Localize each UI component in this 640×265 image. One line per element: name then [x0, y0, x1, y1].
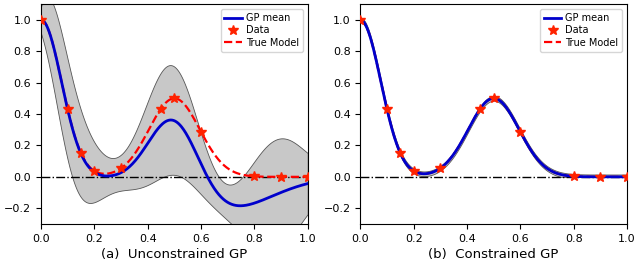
GP mean	[515, 128, 523, 131]
GP mean	[575, 175, 583, 178]
Line: True Model: True Model	[41, 20, 308, 177]
Data	[490, 97, 497, 100]
True Model	[575, 175, 583, 178]
Line: Data: Data	[36, 15, 312, 182]
Data	[277, 175, 285, 178]
Data	[356, 18, 364, 21]
Data	[410, 169, 417, 173]
True Model	[617, 175, 625, 178]
True Model	[623, 175, 631, 178]
GP mean	[298, 184, 306, 187]
Data	[250, 175, 258, 178]
Data	[77, 152, 85, 155]
Data	[596, 175, 604, 178]
True Model	[356, 18, 364, 21]
Data	[170, 97, 178, 100]
GP mean	[164, 119, 172, 122]
GP mean	[304, 182, 312, 185]
Data	[117, 167, 125, 170]
GP mean	[37, 18, 45, 21]
GP mean	[237, 204, 244, 207]
True Model	[483, 99, 491, 103]
Data	[64, 108, 72, 111]
True Model	[484, 98, 492, 101]
Legend: GP mean, Data, True Model: GP mean, Data, True Model	[221, 9, 303, 52]
True Model	[256, 175, 264, 178]
X-axis label: (a)  Unconstrained GP: (a) Unconstrained GP	[101, 248, 248, 261]
GP mean	[166, 118, 173, 122]
GP mean	[196, 160, 204, 163]
GP mean	[356, 18, 364, 21]
Data	[157, 107, 165, 110]
True Model	[196, 128, 204, 131]
GP mean	[484, 98, 492, 101]
Line: GP mean: GP mean	[360, 20, 627, 177]
True Model	[166, 98, 173, 101]
True Model	[37, 18, 45, 21]
Data	[570, 175, 577, 178]
GP mean	[256, 200, 264, 203]
X-axis label: (b)  Constrained GP: (b) Constrained GP	[429, 248, 559, 261]
True Model	[182, 104, 189, 107]
Legend: GP mean, Data, True Model: GP mean, Data, True Model	[540, 9, 622, 52]
Data	[516, 130, 524, 133]
True Model	[515, 128, 523, 131]
Line: Data: Data	[355, 15, 632, 182]
GP mean	[483, 99, 491, 103]
Line: GP mean: GP mean	[41, 20, 308, 206]
Line: True Model: True Model	[360, 20, 627, 177]
Data	[37, 18, 45, 21]
GP mean	[182, 131, 189, 134]
Data	[383, 108, 391, 111]
True Model	[298, 175, 305, 178]
Data	[90, 169, 98, 173]
Data	[197, 130, 205, 133]
Data	[304, 175, 312, 178]
Data	[477, 107, 484, 110]
True Model	[304, 175, 312, 178]
Data	[623, 175, 631, 178]
True Model	[164, 99, 172, 103]
GP mean	[500, 104, 508, 107]
True Model	[500, 104, 508, 107]
GP mean	[623, 175, 631, 178]
Data	[397, 152, 404, 155]
Data	[436, 167, 444, 170]
GP mean	[617, 175, 625, 178]
